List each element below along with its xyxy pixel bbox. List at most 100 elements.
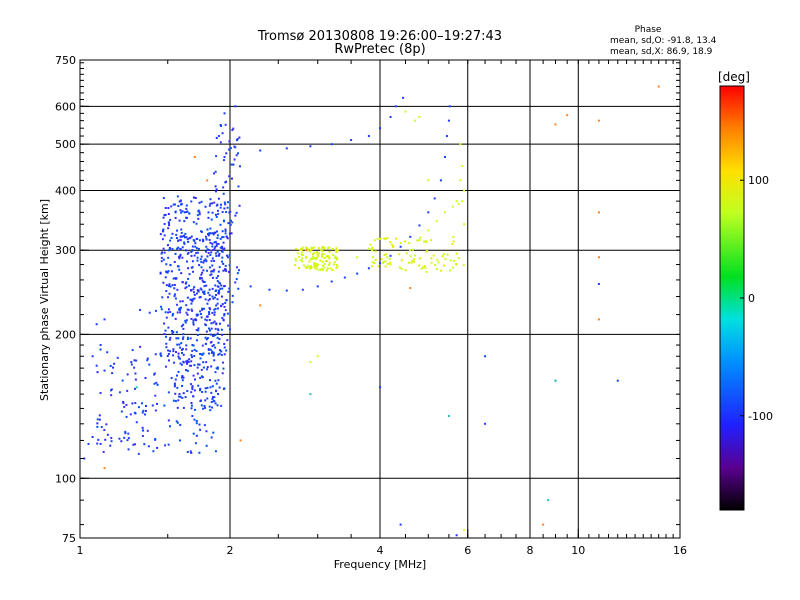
data-point-O xyxy=(207,234,210,237)
data-point-O xyxy=(151,404,154,407)
data-point-O xyxy=(217,254,220,257)
data-point-O xyxy=(200,368,203,371)
data-point-O xyxy=(214,371,217,374)
data-point-O xyxy=(167,308,170,311)
data-point-O xyxy=(216,336,219,339)
data-point-O xyxy=(146,357,149,360)
data-point-X xyxy=(326,247,329,250)
data-point-scattered xyxy=(259,304,262,307)
data-point-O xyxy=(208,232,211,235)
data-point-O xyxy=(168,222,171,225)
data-point-O xyxy=(179,439,182,442)
data-point-O xyxy=(216,307,219,310)
data-point-O xyxy=(227,222,230,225)
data-point-O xyxy=(160,308,163,311)
data-point-O xyxy=(182,333,185,336)
data-point-O xyxy=(167,326,170,329)
data-point-O xyxy=(168,224,171,227)
data-point-X xyxy=(413,258,416,261)
data-point-O xyxy=(215,254,218,257)
data-point-O xyxy=(195,252,198,255)
data-point-O xyxy=(96,442,99,445)
data-point-O xyxy=(141,434,144,437)
data-point-X xyxy=(316,355,319,358)
data-point-O xyxy=(214,307,217,310)
data-point-O xyxy=(180,228,183,231)
data-point-O xyxy=(192,432,195,435)
data-point-O xyxy=(95,323,98,326)
data-point-O xyxy=(195,292,198,295)
data-point-X xyxy=(335,267,338,270)
data-point-O xyxy=(218,252,221,255)
data-point-X xyxy=(321,269,324,272)
data-point-O xyxy=(165,290,168,293)
data-point-O xyxy=(120,410,123,413)
data-point-O xyxy=(226,254,229,257)
data-point-O xyxy=(207,311,210,314)
data-point-X xyxy=(299,259,302,262)
data-point-O xyxy=(196,259,199,262)
info-x-stats: mean, sd,X: 86.9, 18.9 xyxy=(610,47,713,57)
data-point-O xyxy=(179,423,182,426)
data-point-X xyxy=(315,263,318,266)
data-point-O xyxy=(215,188,218,191)
data-point-O xyxy=(221,247,224,250)
data-point-O xyxy=(184,321,187,324)
data-point-O xyxy=(126,373,129,376)
data-point-O xyxy=(180,342,183,345)
colorbar-label: [deg] xyxy=(718,70,750,84)
data-point-O xyxy=(237,287,240,290)
data-point-O xyxy=(177,246,180,249)
data-point-O xyxy=(187,361,190,364)
data-point-X xyxy=(399,241,402,244)
data-point-O xyxy=(209,308,212,311)
data-point-X xyxy=(371,246,374,249)
data-point-O xyxy=(330,143,333,146)
grid-lines xyxy=(80,60,680,538)
data-point-O xyxy=(164,206,167,209)
data-point-X xyxy=(321,264,324,267)
data-point-O xyxy=(433,197,436,200)
data-point-O xyxy=(170,270,173,273)
data-point-O xyxy=(379,127,381,130)
data-point-O xyxy=(215,277,218,280)
data-point-O xyxy=(120,440,123,443)
data-point-O xyxy=(231,177,234,180)
data-point-X xyxy=(435,220,438,223)
data-point-X xyxy=(398,253,401,256)
data-point-O xyxy=(191,386,194,389)
data-point-O xyxy=(182,336,185,339)
data-point-X xyxy=(308,250,311,253)
data-point-O xyxy=(175,236,178,239)
data-point-O xyxy=(235,211,238,214)
data-point-O xyxy=(228,254,231,257)
data-point-O xyxy=(193,286,196,289)
data-point-O xyxy=(234,105,237,108)
data-point-O xyxy=(174,210,177,213)
data-point-O xyxy=(179,306,182,309)
data-point-O xyxy=(191,344,194,347)
data-point-O xyxy=(215,390,218,393)
data-point-O xyxy=(212,353,215,356)
data-point-O xyxy=(197,290,200,293)
data-point-X xyxy=(312,255,315,258)
data-point-O xyxy=(190,254,193,257)
data-point-O xyxy=(160,256,163,259)
data-point-O xyxy=(211,257,214,260)
data-point-X xyxy=(316,253,319,256)
data-point-O xyxy=(213,359,216,362)
data-point-O xyxy=(110,394,113,397)
data-point-O xyxy=(185,304,188,307)
data-point-O xyxy=(191,270,194,273)
data-point-O xyxy=(123,405,126,408)
data-point-X xyxy=(321,253,324,256)
data-point-O xyxy=(174,277,177,280)
data-point-O xyxy=(195,237,198,240)
data-point-X xyxy=(449,259,452,262)
data-point-O xyxy=(212,351,215,354)
data-point-O xyxy=(193,254,196,257)
data-point-O xyxy=(192,319,195,322)
data-point-X xyxy=(441,255,444,258)
data-point-O xyxy=(172,399,175,402)
data-point-O xyxy=(212,334,215,337)
